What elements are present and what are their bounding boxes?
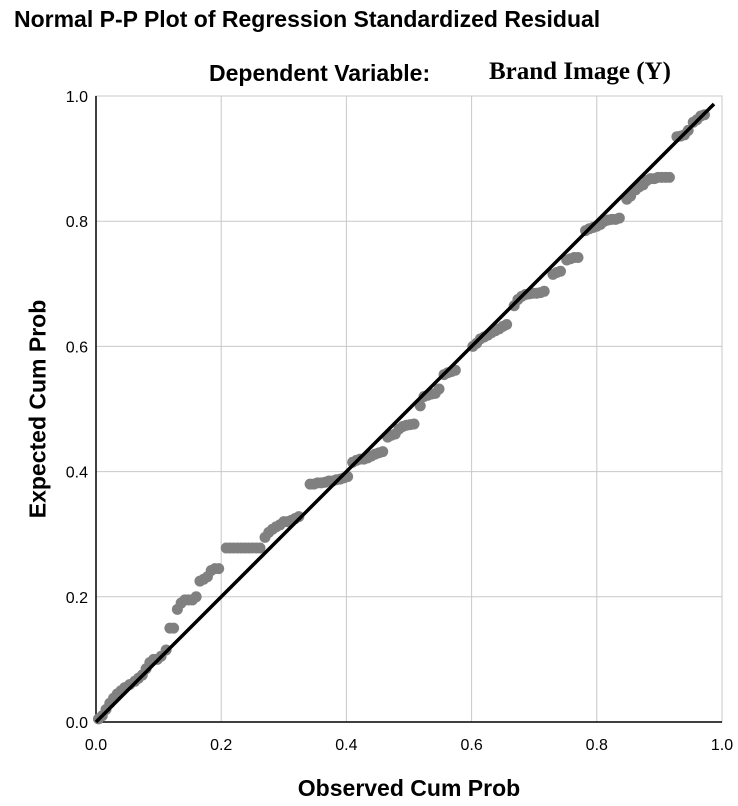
x-axis-label: Observed Cum Prob — [297, 775, 521, 801]
data-point — [254, 542, 266, 554]
data-point — [433, 383, 445, 395]
data-point — [293, 511, 305, 523]
dependent-variable-label: Dependent Variable: — [209, 60, 431, 86]
data-point — [190, 591, 202, 603]
chart-title: Normal P-P Plot of Regression Standardiz… — [14, 6, 601, 32]
x-tick-label: 0.0 — [85, 737, 107, 754]
y-tick-label: 0.8 — [66, 214, 88, 231]
data-point — [572, 252, 584, 264]
x-tick-label: 0.6 — [460, 737, 482, 754]
data-point — [408, 418, 420, 430]
data-point — [538, 285, 550, 297]
data-point — [554, 265, 566, 277]
data-point — [501, 318, 513, 330]
y-axis-label: Expected Cum Prob — [24, 299, 51, 519]
data-point — [168, 622, 180, 634]
data-point — [377, 446, 389, 458]
x-tick-label: 0.2 — [210, 737, 232, 754]
y-tick-label: 0.2 — [66, 590, 88, 607]
y-tick-label: 0.4 — [66, 465, 88, 482]
y-tick-label: 0.0 — [66, 715, 88, 732]
reference-line — [94, 102, 716, 724]
dependent-variable-value: Brand Image (Y) — [489, 58, 671, 85]
x-tick-label: 0.4 — [335, 737, 357, 754]
data-point — [663, 171, 675, 183]
x-tick-label: 0.8 — [586, 737, 608, 754]
y-tick-label: 1.0 — [66, 89, 88, 106]
x-tick-label: 1.0 — [711, 737, 733, 754]
data-point — [213, 563, 225, 575]
data-point — [414, 400, 426, 412]
y-tick-label: 0.6 — [66, 339, 88, 356]
data-point — [613, 212, 625, 224]
